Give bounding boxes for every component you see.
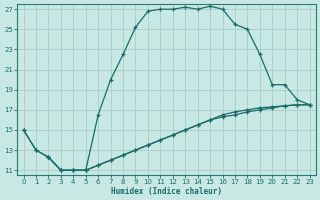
X-axis label: Humidex (Indice chaleur): Humidex (Indice chaleur) (111, 187, 222, 196)
